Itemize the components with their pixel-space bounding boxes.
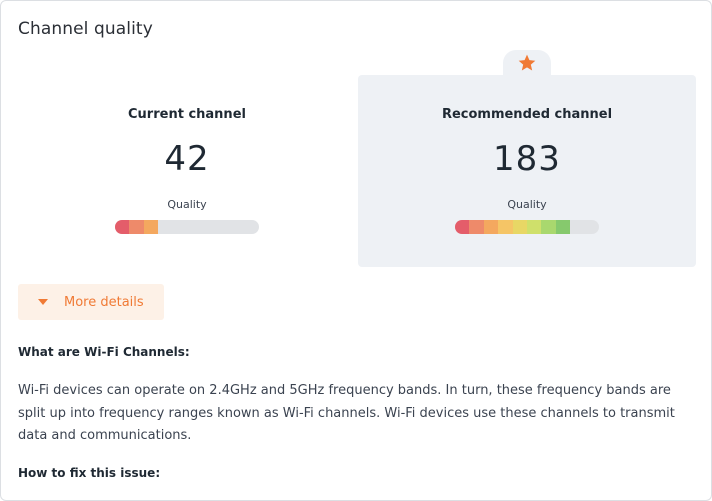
recommended-quality-label: Quality xyxy=(507,198,547,211)
quality-segment xyxy=(129,220,144,234)
recommended-channel-label: Recommended channel xyxy=(441,107,613,122)
quality-segment xyxy=(526,220,542,234)
recommended-channel-number: 183 xyxy=(493,139,561,179)
current-channel-number: 42 xyxy=(164,139,210,179)
recommended-channel-panel: Recommended channel 183 Quality xyxy=(358,75,696,267)
recommended-badge xyxy=(503,50,551,76)
quality-segment xyxy=(143,220,159,234)
quality-segment xyxy=(483,220,499,234)
quality-segment xyxy=(115,220,130,234)
current-quality-label: Quality xyxy=(167,198,207,211)
current-channel-label: Current channel xyxy=(128,107,246,122)
more-details-label: More details xyxy=(64,294,144,310)
how-to-fix-heading: How to fix this issue: xyxy=(18,466,161,480)
quality-segment xyxy=(469,220,484,234)
quality-segment xyxy=(498,220,513,234)
quality-segment xyxy=(512,220,527,234)
star-icon xyxy=(518,54,536,71)
current-quality-bar xyxy=(115,220,259,234)
wifi-channels-heading: What are Wi-Fi Channels: xyxy=(18,345,190,359)
quality-segment xyxy=(541,220,556,234)
quality-segment xyxy=(555,220,571,234)
quality-segment xyxy=(455,220,470,234)
more-details-button[interactable]: More details xyxy=(18,284,164,320)
recommended-quality-bar xyxy=(455,220,599,234)
current-channel-panel: Current channel 42 Quality xyxy=(18,75,356,267)
card-title: Channel quality xyxy=(18,19,153,39)
caret-down-icon xyxy=(38,295,48,310)
wifi-channels-description: Wi-Fi devices can operate on 2.4GHz and … xyxy=(18,383,675,443)
